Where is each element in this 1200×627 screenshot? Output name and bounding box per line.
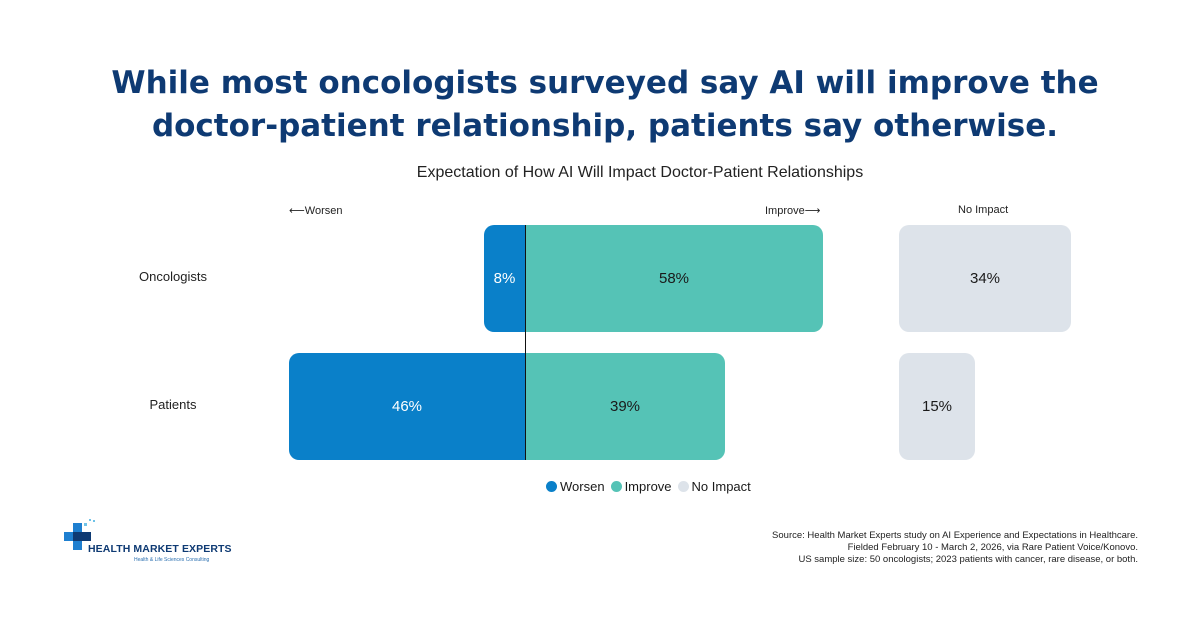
- health-market-experts-logo: [64, 519, 95, 550]
- source-line-2: Fielded February 10 - March 2, 2026, via…: [847, 542, 1138, 553]
- bar-no-impact-oncologists: 34%: [899, 225, 1071, 332]
- legend-swatch-worsen: [546, 481, 557, 492]
- headline-line-2: doctor-patient relationship, patients sa…: [151, 108, 1059, 144]
- legend-swatch-no-impact: [677, 481, 689, 492]
- row-label-oncologists: Oncologists: [139, 268, 207, 284]
- logo-tagline: Health & Life Sciences Consulting: [134, 557, 210, 563]
- legend-item-worsen: Worsen: [546, 479, 605, 494]
- improve-direction-label: Improve⟶: [765, 205, 821, 217]
- legend-label-worsen: Worsen: [560, 479, 605, 494]
- source-note: Source: Health Market Experts study on A…: [772, 530, 1138, 566]
- chart-title: Expectation of How AI Will Impact Doctor…: [416, 164, 864, 181]
- bar-improve-oncologists: 58%: [525, 225, 823, 332]
- no-impact-column-label: No Impact: [958, 204, 1009, 216]
- headline-line-1: While most oncologists surveyed say AI w…: [111, 65, 1099, 101]
- zero-axis-line: [525, 225, 526, 460]
- bar-worsen-patients: 46%: [289, 353, 525, 460]
- logo-wordmark: HEALTH MARKET EXPERTS: [88, 543, 232, 555]
- legend-swatch-improve: [610, 481, 622, 492]
- source-line-1: Source: Health Market Experts study on A…: [772, 530, 1138, 541]
- legend-item-no-impact: No Impact: [677, 479, 751, 494]
- worsen-direction-label: ⟵Worsen: [289, 205, 343, 217]
- source-line-3: US sample size: 50 oncologists; 2023 pat…: [798, 554, 1138, 565]
- legend: Worsen Improve No Impact: [546, 479, 757, 494]
- legend-item-improve: Improve: [610, 479, 672, 494]
- bar-no-impact-patients: 15%: [899, 353, 975, 460]
- legend-label-improve: Improve: [624, 479, 672, 494]
- row-label-patients: Patients: [149, 396, 197, 412]
- bar-improve-patients: 39%: [525, 353, 725, 460]
- legend-label-no-impact: No Impact: [691, 479, 751, 494]
- bar-worsen-oncologists: 8%: [484, 225, 525, 332]
- headline: While most oncologists surveyed say AI w…: [100, 62, 1110, 148]
